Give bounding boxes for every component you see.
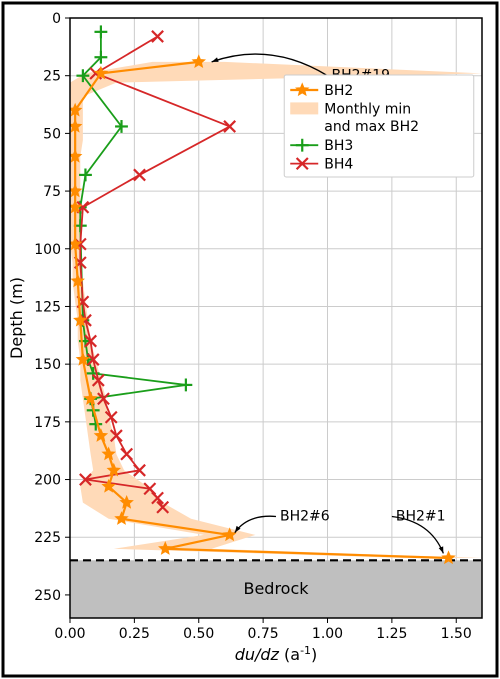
legend-label: Monthly min [324, 101, 411, 117]
y-tick-label: 125 [34, 299, 61, 315]
legend-label: BH2 [324, 83, 353, 99]
legend-label: and max BH2 [324, 119, 419, 135]
y-tick-label: 175 [34, 415, 61, 431]
annotation-arrowhead [439, 546, 444, 553]
legend-label: BH4 [324, 157, 353, 173]
y-tick-label: 25 [43, 69, 61, 85]
y-tick-label: 100 [34, 242, 61, 258]
y-tick-label: 0 [52, 11, 61, 27]
annotation-arrow [235, 516, 276, 532]
bedrock-label: Bedrock [243, 579, 309, 598]
x-tick-label: 1.00 [312, 626, 343, 642]
x-tick-label: 1.25 [376, 626, 407, 642]
legend: BH2 Monthly min and max BH2 BH3 BH4 [284, 75, 474, 177]
legend-label: BH3 [324, 138, 353, 154]
x-tick-label: 0.25 [119, 626, 150, 642]
y-tick-label: 75 [43, 184, 61, 200]
x-tick-label: 1.50 [441, 626, 472, 642]
y-tick-label: 250 [34, 588, 61, 604]
y-tick-label: 200 [34, 473, 61, 489]
x-tick-label: 0.50 [183, 626, 214, 642]
chart-figure: Bedrock 0.00 0.25 0.50 0.75 1.00 1.25 1.50 0 25 50… [0, 0, 500, 679]
y-tick-label: 150 [34, 357, 61, 373]
x-tick-label: 0.75 [248, 626, 279, 642]
annotation-label: BH2#6 [280, 508, 330, 524]
annotation-label: BH2#1 [396, 508, 446, 524]
y-axis-label: Depth (m) [7, 277, 26, 359]
x-axis-label: du/dz (a-1) [235, 644, 318, 665]
y-tick-label: 225 [34, 530, 61, 546]
annotation-arrowhead [212, 57, 219, 62]
chart-svg: Bedrock 0.00 0.25 0.50 0.75 1.00 1.25 1.50 0 25 50… [0, 0, 500, 679]
y-tick-label: 50 [43, 126, 61, 142]
x-tick-label: 0.00 [54, 626, 85, 642]
